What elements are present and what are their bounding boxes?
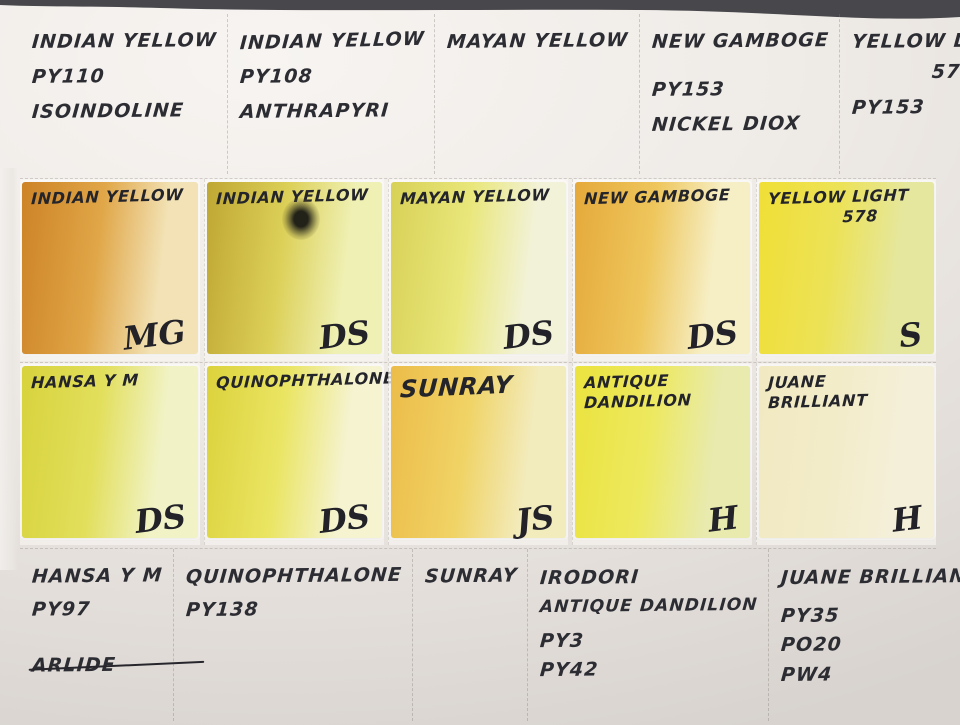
header-cell-new-gamboge: NEW GAMBOGE PY153 NICKEL DIOX bbox=[638, 14, 835, 174]
swatch-juane-brilliant: JUANE BRILLIANT H bbox=[759, 366, 934, 540]
swatch-label-wrap: QUINOPHTHALONE bbox=[215, 368, 396, 393]
crossed-out-word: ARLIDE bbox=[31, 653, 117, 677]
paint-name: INDIAN YELLOW bbox=[238, 27, 426, 55]
paint-name: QUINOPHTHALONE bbox=[184, 563, 403, 589]
pigment-chemistry: ISOINDOLINE bbox=[31, 99, 185, 123]
brand-name: IRODORI bbox=[539, 566, 641, 590]
header-cell-indian-yellow-1: INDIAN YELLOW PY110 ISOINDOLINE bbox=[20, 14, 223, 174]
swatch-label-line2: DANDILION bbox=[583, 390, 693, 413]
footer-cell-juane-brilliant: JUANE BRILLIANT PY35 PO20 PW4 bbox=[767, 549, 960, 721]
swatch-label-wrap: INDIAN YELLOW bbox=[30, 184, 194, 209]
header-cell-indian-yellow-2: INDIAN YELLOW PY108 ANTHRAPYRI bbox=[226, 14, 431, 174]
header-cell-mayan-yellow: MAYAN YELLOW bbox=[434, 14, 634, 174]
brand-initials: H bbox=[705, 498, 741, 540]
paint-name: ANTIQUE DANDILION bbox=[539, 594, 759, 617]
swatch-cell: NEW GAMBOGE DS bbox=[572, 179, 752, 361]
paint-name: INDIAN YELLOW bbox=[31, 29, 218, 53]
swatch-indian-yellow-ds: INDIAN YELLOW DS bbox=[207, 182, 382, 357]
swatch-label: HANSA Y M bbox=[30, 370, 140, 393]
swatch-cell: MAYAN YELLOW DS bbox=[388, 179, 568, 361]
footer-label-row: HANSA Y M PY97 ARLIDE QUINOPHTHALONE PY1… bbox=[20, 548, 960, 721]
pigment-code: PY3 bbox=[539, 629, 586, 652]
swatch-yellow-light-578: YELLOW LIGHT 578 S bbox=[759, 182, 934, 356]
pigment-code: PY153 bbox=[650, 78, 726, 101]
header-cell-yellow-light: YELLOW LIGHT 578 PY153 bbox=[838, 14, 960, 174]
footer-cell-sunray: SUNRAY bbox=[411, 549, 524, 721]
swatch-label: NEW GAMBOGE bbox=[583, 185, 731, 209]
swatch-label: INDIAN YELLOW bbox=[30, 184, 185, 209]
footer-cell-hansa: HANSA Y M PY97 ARLIDE bbox=[20, 549, 169, 721]
swatch-label-wrap: SUNRAY bbox=[399, 371, 562, 404]
swatch-label-wrap: JUANE BRILLIANT bbox=[767, 371, 930, 413]
swatch-cell: ANTIQUE DANDILION H bbox=[572, 363, 752, 545]
swatch-label-wrap: YELLOW LIGHT 578 bbox=[768, 185, 930, 227]
brand-initials: MG bbox=[121, 312, 189, 358]
pigment-code: PY138 bbox=[184, 598, 260, 622]
paint-name: HANSA Y M bbox=[31, 564, 164, 588]
pigment-code: PW4 bbox=[779, 663, 834, 686]
swatch-new-gamboge: NEW GAMBOGE DS bbox=[575, 182, 750, 357]
pigment-chemistry: ANTHRAPYRI bbox=[238, 99, 390, 123]
pigment-code: PY108 bbox=[238, 65, 314, 88]
swatch-quinophthalone: QUINOPHTHALONE DS bbox=[207, 366, 396, 541]
paint-number: 578 bbox=[930, 60, 960, 84]
paint-name: MAYAN YELLOW bbox=[446, 29, 630, 53]
brand-initials: JS bbox=[513, 497, 557, 541]
swatch-cell: HANSA Y M DS bbox=[20, 363, 200, 545]
brand-initials: S bbox=[896, 314, 925, 356]
header-label-row: INDIAN YELLOW PY110 ISOINDOLINE INDIAN Y… bbox=[20, 14, 960, 174]
swatch-label: SUNRAY bbox=[399, 370, 514, 404]
footer-cell-quinophthalone: QUINOPHTHALONE PY138 bbox=[172, 549, 408, 721]
swatch-label-wrap: NEW GAMBOGE bbox=[583, 185, 746, 209]
pigment-code: PY35 bbox=[779, 604, 841, 627]
ink-blot bbox=[282, 198, 321, 240]
swatch-cell: INDIAN YELLOW DS bbox=[204, 179, 384, 361]
brand-initials: DS bbox=[501, 313, 557, 357]
brand-initials: DS bbox=[317, 497, 373, 541]
swatch-label-wrap: HANSA Y M bbox=[30, 370, 194, 393]
swatch-hansa-y-m: HANSA Y M DS bbox=[22, 366, 198, 541]
swatch-label: MAYAN YELLOW bbox=[399, 185, 551, 209]
swatch-indian-yellow-mg: INDIAN YELLOW MG bbox=[22, 182, 198, 358]
pigment-code: PY153 bbox=[850, 96, 926, 119]
swatch-label-line2: 578 bbox=[842, 206, 879, 227]
pigment-code: PO20 bbox=[779, 633, 843, 657]
swatch-cell: JUANE BRILLIANT H bbox=[756, 363, 936, 545]
paint-name: NEW GAMBOGE bbox=[650, 29, 830, 53]
pigment-code: PY97 bbox=[31, 598, 92, 621]
swatch-label: QUINOPHTHALONE bbox=[215, 368, 396, 393]
swatch-label-wrap: ANTIQUE DANDILION bbox=[583, 371, 746, 413]
paint-name: SUNRAY bbox=[423, 564, 519, 588]
paint-name: YELLOW LIGHT bbox=[850, 29, 960, 53]
swatch-cell: QUINOPHTHALONE DS bbox=[204, 363, 396, 545]
swatch-antique-dandilion: ANTIQUE DANDILION H bbox=[575, 366, 750, 540]
footer-cell-antique-dandilion: IRODORI ANTIQUE DANDILION PY3 PY42 bbox=[527, 549, 764, 721]
paint-name: JUANE BRILLIANT bbox=[779, 564, 960, 590]
page-edge-tape bbox=[0, 168, 18, 570]
brand-initials: DS bbox=[317, 313, 373, 357]
swatch-cell: INDIAN YELLOW MG bbox=[20, 179, 200, 361]
swatch-row-1: INDIAN YELLOW MG INDIAN YELLOW DS MAYAN … bbox=[20, 178, 936, 361]
swatch-cell: SUNRAY JS bbox=[388, 363, 568, 545]
pigment-code: PY42 bbox=[539, 658, 600, 682]
swatch-sunray: SUNRAY JS bbox=[391, 366, 566, 541]
brand-initials: H bbox=[889, 498, 925, 540]
pigment-code: PY110 bbox=[31, 65, 106, 88]
brand-initials: DS bbox=[133, 497, 189, 541]
pigment-chemistry: NICKEL DIOX bbox=[650, 112, 801, 136]
swatch-mayan-yellow: MAYAN YELLOW DS bbox=[391, 182, 566, 357]
swatch-label-wrap: MAYAN YELLOW bbox=[399, 185, 562, 209]
swatch-row-2: HANSA Y M DS QUINOPHTHALONE DS SUNRAY JS bbox=[20, 362, 936, 545]
swatch-cell: YELLOW LIGHT 578 S bbox=[756, 179, 936, 361]
swatch-label-line2: BRILLIANT bbox=[767, 390, 869, 413]
brand-initials: DS bbox=[685, 313, 741, 357]
